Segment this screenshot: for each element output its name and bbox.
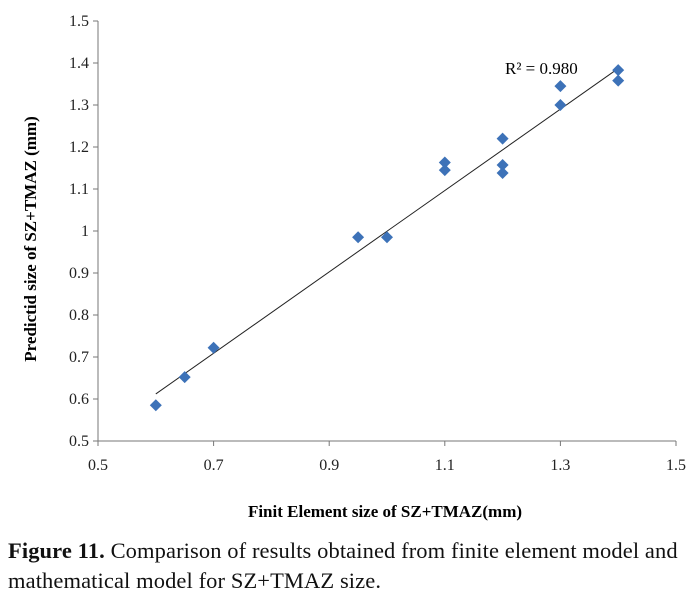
x-tick-label: 0.5 (88, 457, 108, 474)
x-tick-label: 1.1 (435, 457, 455, 474)
x-tick-label: 0.9 (319, 457, 339, 474)
y-tick-label: 0.6 (69, 391, 89, 408)
data-point (438, 156, 451, 169)
data-point (554, 80, 567, 93)
data-point (496, 132, 509, 145)
figure-caption: Figure 11. Comparison of results obtaine… (8, 536, 688, 596)
y-tick-label: 1.3 (69, 97, 89, 114)
y-tick-label: 1.1 (69, 181, 89, 198)
data-point (381, 231, 393, 244)
data-point (554, 99, 567, 111)
y-tick-label: 0.7 (69, 349, 89, 366)
x-tick-label: 1.5 (666, 457, 686, 474)
data-point (438, 164, 451, 177)
y-tick-label: 0.9 (69, 265, 89, 282)
y-tick-label: 1.5 (69, 13, 89, 30)
x-axis-title: Finit Element size of SZ+TMAZ(mm) (248, 502, 522, 521)
data-point (149, 399, 162, 412)
data-point (612, 64, 625, 77)
y-tick-label: 0.8 (69, 307, 89, 324)
x-tick-label: 0.7 (204, 457, 224, 474)
data-point (612, 74, 625, 87)
r-squared-annotation: R² = 0.980 (505, 59, 578, 78)
y-tick-label: 1.2 (69, 139, 89, 156)
trendline (155, 68, 619, 395)
y-tick-label: 0.5 (69, 433, 89, 450)
x-tick-label: 1.3 (550, 457, 570, 474)
data-points (149, 64, 625, 412)
y-tick-label: 1 (81, 223, 89, 240)
data-point (352, 231, 365, 244)
tick-labels: 0.5 0.6 0.7 0.8 0.9 1 1.1 1.2 1.3 1.4 1.5 0.5 0.7 0.9… (69, 13, 686, 474)
data-point (178, 371, 191, 384)
caption-label: Figure 11. (8, 538, 105, 563)
data-point (496, 159, 509, 172)
y-axis-title: Predictid size of SZ+TMAZ (mm) (21, 116, 40, 361)
y-tick-label: 1.4 (69, 55, 89, 72)
caption-text: Comparison of results obtained from fini… (8, 538, 678, 593)
axes (93, 20, 677, 446)
data-point (207, 341, 220, 354)
scatter-chart: 0.5 0.6 0.7 0.8 0.9 1 1.1 1.2 1.3 1.4 1.5 0.5 0.7 0.9… (21, 13, 686, 521)
data-point (496, 167, 509, 180)
